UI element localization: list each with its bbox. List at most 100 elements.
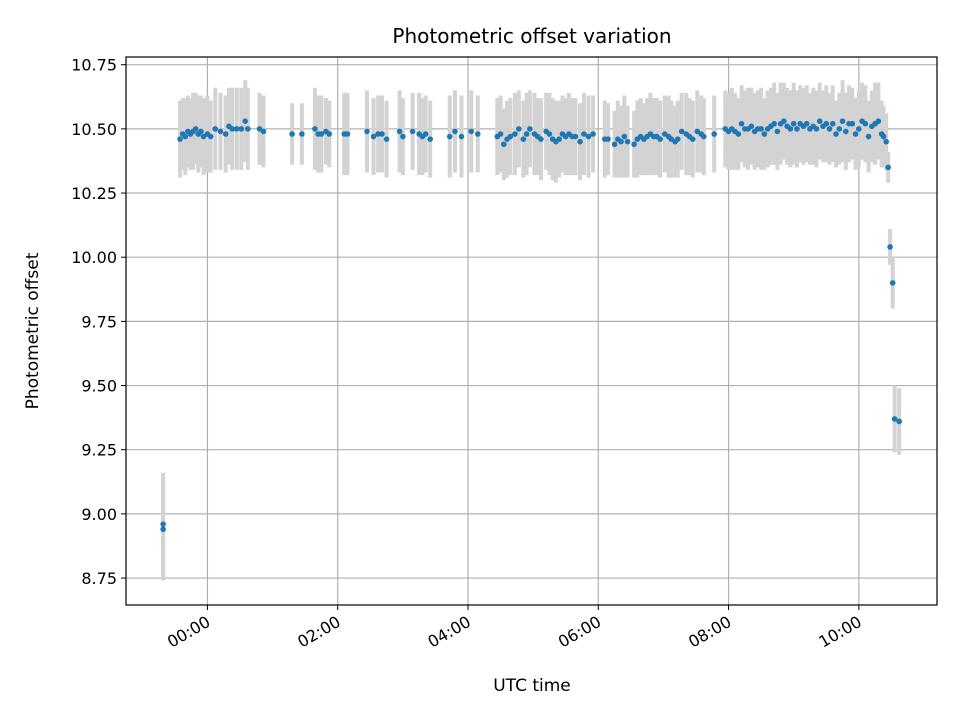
- data-point: [452, 128, 458, 135]
- data-point: [700, 133, 707, 140]
- data-point: [507, 133, 514, 140]
- data-point: [160, 526, 166, 533]
- data-point: [238, 126, 245, 132]
- data-point: [572, 133, 579, 140]
- data-point: [299, 131, 305, 137]
- data-point: [839, 118, 846, 124]
- data-point: [581, 131, 587, 137]
- data-point: [364, 128, 370, 135]
- data-point: [790, 120, 797, 127]
- y-tick-label: 9.25: [81, 441, 117, 460]
- data-point: [312, 126, 318, 132]
- data-point: [379, 131, 385, 137]
- y-tick-label: 9.50: [81, 377, 117, 396]
- data-point: [245, 126, 251, 132]
- data-point: [375, 131, 381, 137]
- data-point: [515, 126, 522, 132]
- data-point: [396, 128, 403, 135]
- data-point: [585, 133, 592, 140]
- y-axis-ticks: 8.75 9.00 9.25 9.50 9.75 10.00 10.25 10.50 10.75: [71, 56, 126, 588]
- data-point: [198, 128, 204, 135]
- data-point: [177, 136, 183, 142]
- data-point: [771, 120, 777, 127]
- data-point: [826, 126, 833, 132]
- data-point: [520, 136, 527, 142]
- data-point: [761, 131, 768, 137]
- data-point: [207, 133, 214, 140]
- data-point: [422, 131, 429, 137]
- data-point: [326, 131, 333, 137]
- data-point: [674, 136, 681, 142]
- data-point: [889, 280, 896, 286]
- data-point: [458, 133, 465, 140]
- chart-title: Photometric offset variation: [392, 24, 671, 48]
- data-point: [229, 126, 235, 132]
- data-point: [538, 136, 544, 142]
- data-point: [885, 164, 891, 171]
- data-point: [621, 133, 628, 140]
- data-point: [512, 131, 518, 137]
- data-point: [217, 128, 224, 135]
- y-tick-label: 10.00: [71, 248, 117, 267]
- data-point: [816, 118, 823, 124]
- data-point: [813, 126, 820, 132]
- data-point: [501, 141, 507, 148]
- data-point: [689, 136, 696, 142]
- y-tick-label: 10.75: [71, 56, 117, 75]
- data-point: [856, 126, 862, 132]
- data-point: [823, 120, 830, 127]
- data-point: [678, 128, 685, 135]
- data-point: [836, 126, 843, 132]
- y-tick-label: 10.25: [71, 184, 117, 203]
- data-point: [748, 123, 755, 130]
- y-axis-label: Photometric offset: [23, 252, 43, 409]
- data-point: [523, 131, 530, 137]
- data-point: [427, 136, 434, 142]
- data-point: [631, 141, 637, 148]
- data-point: [657, 136, 663, 142]
- data-point: [803, 120, 810, 127]
- data-point: [875, 118, 882, 124]
- data-point: [758, 126, 764, 132]
- data-point: [843, 128, 849, 135]
- data-point: [794, 126, 800, 132]
- plot-area-frame: [125, 56, 938, 606]
- data-point: [233, 126, 240, 132]
- data-point: [318, 131, 325, 137]
- data-point: [383, 136, 390, 142]
- data-point: [624, 138, 631, 145]
- data-point: [556, 136, 562, 142]
- data-point: [182, 133, 189, 140]
- data-point: [212, 126, 219, 132]
- data-point: [474, 131, 481, 137]
- data-point: [883, 138, 889, 145]
- data-point: [192, 126, 199, 132]
- data-points: [160, 118, 903, 533]
- data-point: [896, 418, 903, 425]
- data-point: [409, 128, 416, 135]
- data-point: [160, 521, 166, 527]
- data-point: [852, 131, 859, 137]
- data-point: [781, 118, 787, 124]
- data-point: [497, 131, 504, 137]
- data-point: [833, 131, 839, 137]
- data-point: [344, 131, 351, 137]
- data-point: [546, 131, 553, 137]
- y-tick-label: 10.50: [71, 120, 117, 139]
- data-point: [590, 131, 596, 137]
- data-point: [289, 131, 295, 137]
- data-point: [400, 133, 406, 140]
- data-point: [577, 138, 583, 145]
- data-point: [618, 138, 624, 145]
- data-point: [711, 131, 718, 137]
- data-point: [735, 131, 742, 137]
- y-tick-label: 9.75: [81, 312, 117, 331]
- data-point: [787, 126, 794, 132]
- data-point: [468, 128, 475, 135]
- data-point: [865, 133, 872, 140]
- data-point: [260, 128, 267, 135]
- data-point: [242, 118, 249, 124]
- data-point: [887, 244, 893, 250]
- data-point: [862, 120, 869, 127]
